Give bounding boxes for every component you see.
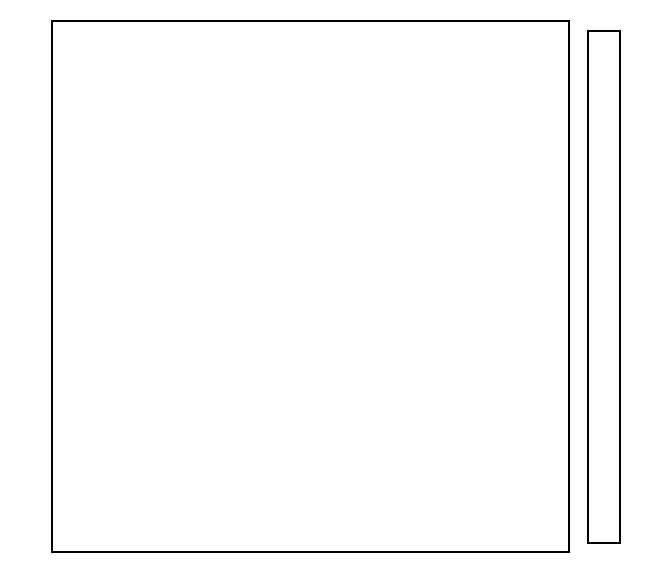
temperature-colorbar xyxy=(587,30,621,544)
map-frame xyxy=(51,20,570,553)
map-canvas xyxy=(53,22,568,551)
